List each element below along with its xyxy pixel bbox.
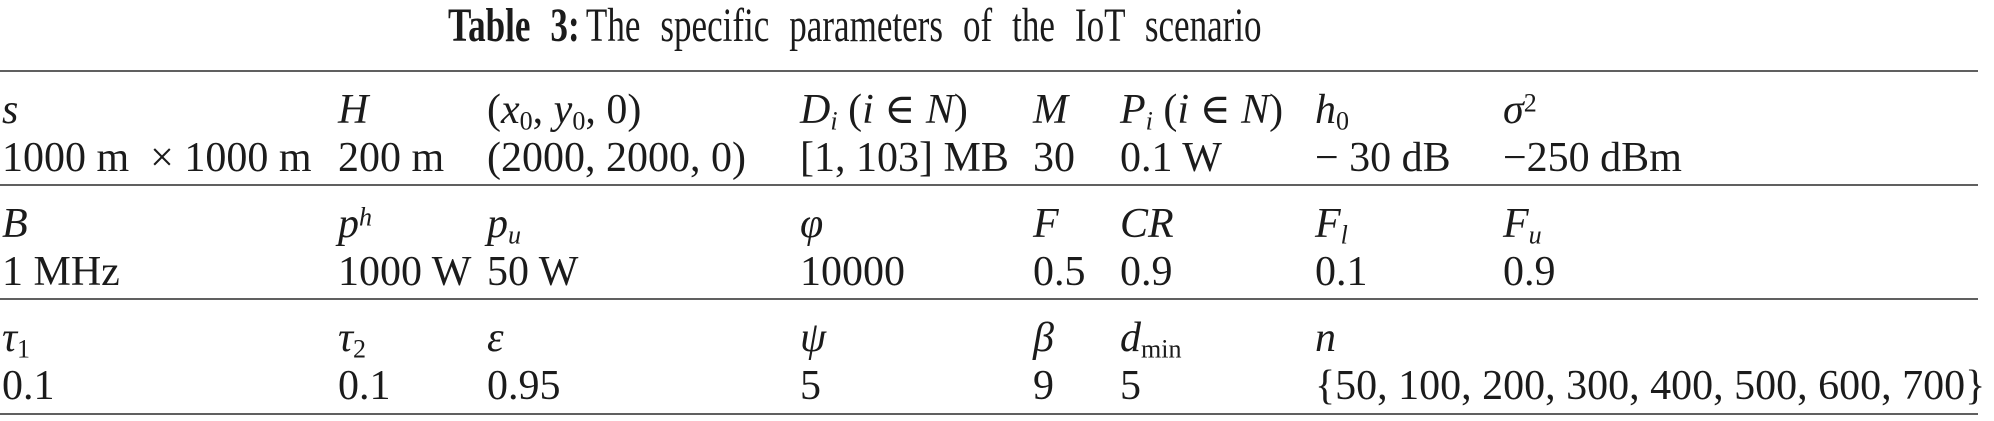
param-value: − 30 dB [1315,135,1451,181]
param-value: −250 dBm [1503,135,1682,181]
param-name-row: s H (x0, y0, 0) Di (i ∈ N) M Pi (i ∈ N) h0 σ2 [0,85,1978,135]
param-value: 10000 [800,249,905,295]
param-label: Fu [1503,201,1542,250]
param-label: τ1 [2,315,31,364]
param-label: Di (i ∈ N) [800,87,968,136]
row-group: τ1 τ2 ε ψ β dmin n 0.1 0.1 0.95 5 9 5 {50, 100, 200, … [0,298,1986,415]
param-value: 200 m [338,135,445,181]
param-value: 1 MHz [2,249,120,295]
param-value: 9 [1033,363,1054,409]
param-value: 0.5 [1033,249,1086,295]
param-value: 0.95 [487,363,561,409]
param-label: ε [487,315,504,361]
param-label: σ2 [1503,87,1537,133]
param-value: 1000 W [338,249,472,295]
param-label: β [1033,315,1054,361]
param-value: 5 [1120,363,1141,409]
param-label: Pi (i ∈ N) [1120,87,1284,136]
param-label: M [1033,87,1068,133]
param-label: ψ [800,315,827,361]
param-value: 1000 m × 1000 m [2,135,312,181]
param-value: [1, 103] MB [800,135,1009,181]
param-name-row: τ1 τ2 ε ψ β dmin n [0,313,1978,363]
param-label: F [1033,201,1059,247]
param-label: Fl [1315,201,1348,250]
param-label: dmin [1120,315,1182,364]
param-value-row: 0.1 0.1 0.95 5 9 5 {50, 100, 200, 300, 400, 50… [0,363,1986,409]
param-value: 0.9 [1120,249,1173,295]
param-value-row: 1000 m × 1000 m 200 m (2000, 2000, 0) [1, 1… [0,135,1978,181]
caption-text: The specific parameters of the IoT scena… [585,0,1262,52]
row-group: s H (x0, y0, 0) Di (i ∈ N) M Pi (i ∈ N) h0 σ2 10… [0,70,1978,184]
param-value: 0.1 [2,363,55,409]
param-label: h0 [1315,87,1350,136]
param-value: (2000, 2000, 0) [487,135,746,181]
param-value: {50, 100, 200, 300, 400, 500, 600, 700} [1315,363,1986,409]
param-value: 30 [1033,135,1075,181]
param-label: pu [487,201,522,250]
param-value: 0.1 W [1120,135,1222,181]
table-caption: Table 3: The specific parameters of the I… [448,0,1262,54]
caption-label: Table 3: [448,0,580,52]
param-label: B [2,201,28,247]
param-value: 0.1 [338,363,391,409]
param-label: n [1315,315,1336,361]
param-label: τ2 [338,315,367,364]
param-value: 50 W [487,249,579,295]
param-value: 0.1 [1315,249,1368,295]
param-label: φ [800,201,824,247]
param-label: H [338,87,369,133]
param-value-row: 1 MHz 1000 W 50 W 10000 0.5 0.9 0.1 0.9 [0,249,1978,295]
parameters-table: s H (x0, y0, 0) Di (i ∈ N) M Pi (i ∈ N) h0 σ2 10… [0,70,1986,415]
param-value: 5 [800,363,821,409]
param-label: ph [338,201,373,247]
param-label: CR [1120,201,1174,247]
param-label: s [2,87,19,133]
param-label: (x0, y0, 0) [487,87,642,136]
param-value: 0.9 [1503,249,1556,295]
